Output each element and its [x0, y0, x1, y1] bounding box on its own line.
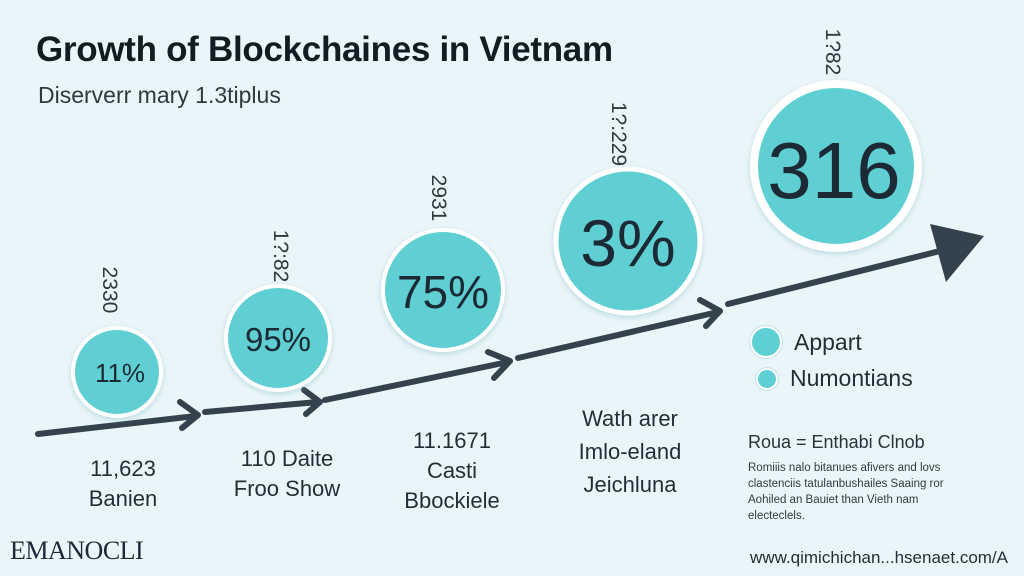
arrow-head-2: [301, 387, 323, 417]
stage-bottom-label-1-line-2: Banien: [89, 486, 158, 511]
arrow-segment-4: [515, 309, 721, 361]
stage-bottom-label-2-line-2: Froo Show: [234, 476, 340, 501]
stage-top-label-5: 1?82: [821, 29, 844, 76]
page-title: Growth of Blockchaines in Vietnam: [36, 30, 613, 69]
stage-bottom-label-3-line-2: Casti: [427, 458, 477, 483]
stage-value-4: 3%: [580, 206, 675, 280]
arrow-head-3: [485, 349, 513, 381]
trend-arrow: [35, 243, 963, 437]
stage-top-label-2: 1?:82: [269, 230, 292, 283]
stage-top-label-3: 2931: [427, 175, 450, 222]
stage-top-label-1: 2330: [98, 267, 121, 314]
arrow-segment-2: [202, 399, 321, 415]
stage-bottom-label-1-line-1: 11,623: [90, 456, 156, 481]
stage-value-2: 95%: [245, 321, 311, 358]
stage-bottom-label-2-line-1: 110 Daite: [241, 446, 334, 471]
stage-value-5: 316: [767, 126, 900, 215]
arrow-segment-5: [725, 243, 963, 307]
note-body: Romiiis nalo bitanues afivers and lovs c…: [748, 462, 944, 522]
legend-label-2: Numontians: [790, 365, 913, 391]
stage-bottom-label-3-line-1: 11.1671: [413, 428, 491, 453]
legend-item-2: Numontians: [756, 365, 913, 392]
stage-top-label-4: 1?:229: [607, 102, 630, 166]
legend-label-1: Appart: [794, 328, 862, 355]
stage-circle-5: 316: [750, 80, 922, 252]
stage-bottom-label-4-line-2: Imlo-eland: [579, 439, 682, 464]
stage-bottom-label-4-line-1: Wath arer: [582, 406, 678, 431]
arrow-head-1: [177, 399, 201, 431]
page-subtitle: Diserverr mary 1.3tiplus: [38, 82, 281, 108]
stage-circle-4: 3%: [553, 166, 703, 316]
stage-value-1: 11%: [95, 358, 145, 388]
stage-circle-3: 75%: [381, 228, 505, 352]
source-url: www.qimichichan...hsenaet.com/A: [750, 548, 1008, 567]
stage-value-3: 75%: [397, 266, 489, 318]
arrow-head-4: [697, 297, 723, 329]
legend-dot-icon: [750, 326, 782, 358]
brand-logo: EMANOCLI: [10, 536, 144, 565]
arrow-segment-3: [322, 359, 511, 403]
legend-item-1: Appart: [750, 326, 862, 358]
stage-circle-2: 95%: [224, 284, 332, 392]
stage-circle-1: 11%: [71, 326, 163, 418]
stage-bottom-label-4-line-3: Jeichluna: [584, 472, 678, 497]
arrow-main-head-icon: [930, 224, 984, 282]
legend-dot-icon: [756, 367, 778, 390]
note-title: Roua = Enthabi Clnob: [748, 432, 925, 452]
arrow-segment-1: [35, 413, 199, 437]
stage-bottom-label-3-line-3: Bbockiele: [404, 488, 499, 513]
